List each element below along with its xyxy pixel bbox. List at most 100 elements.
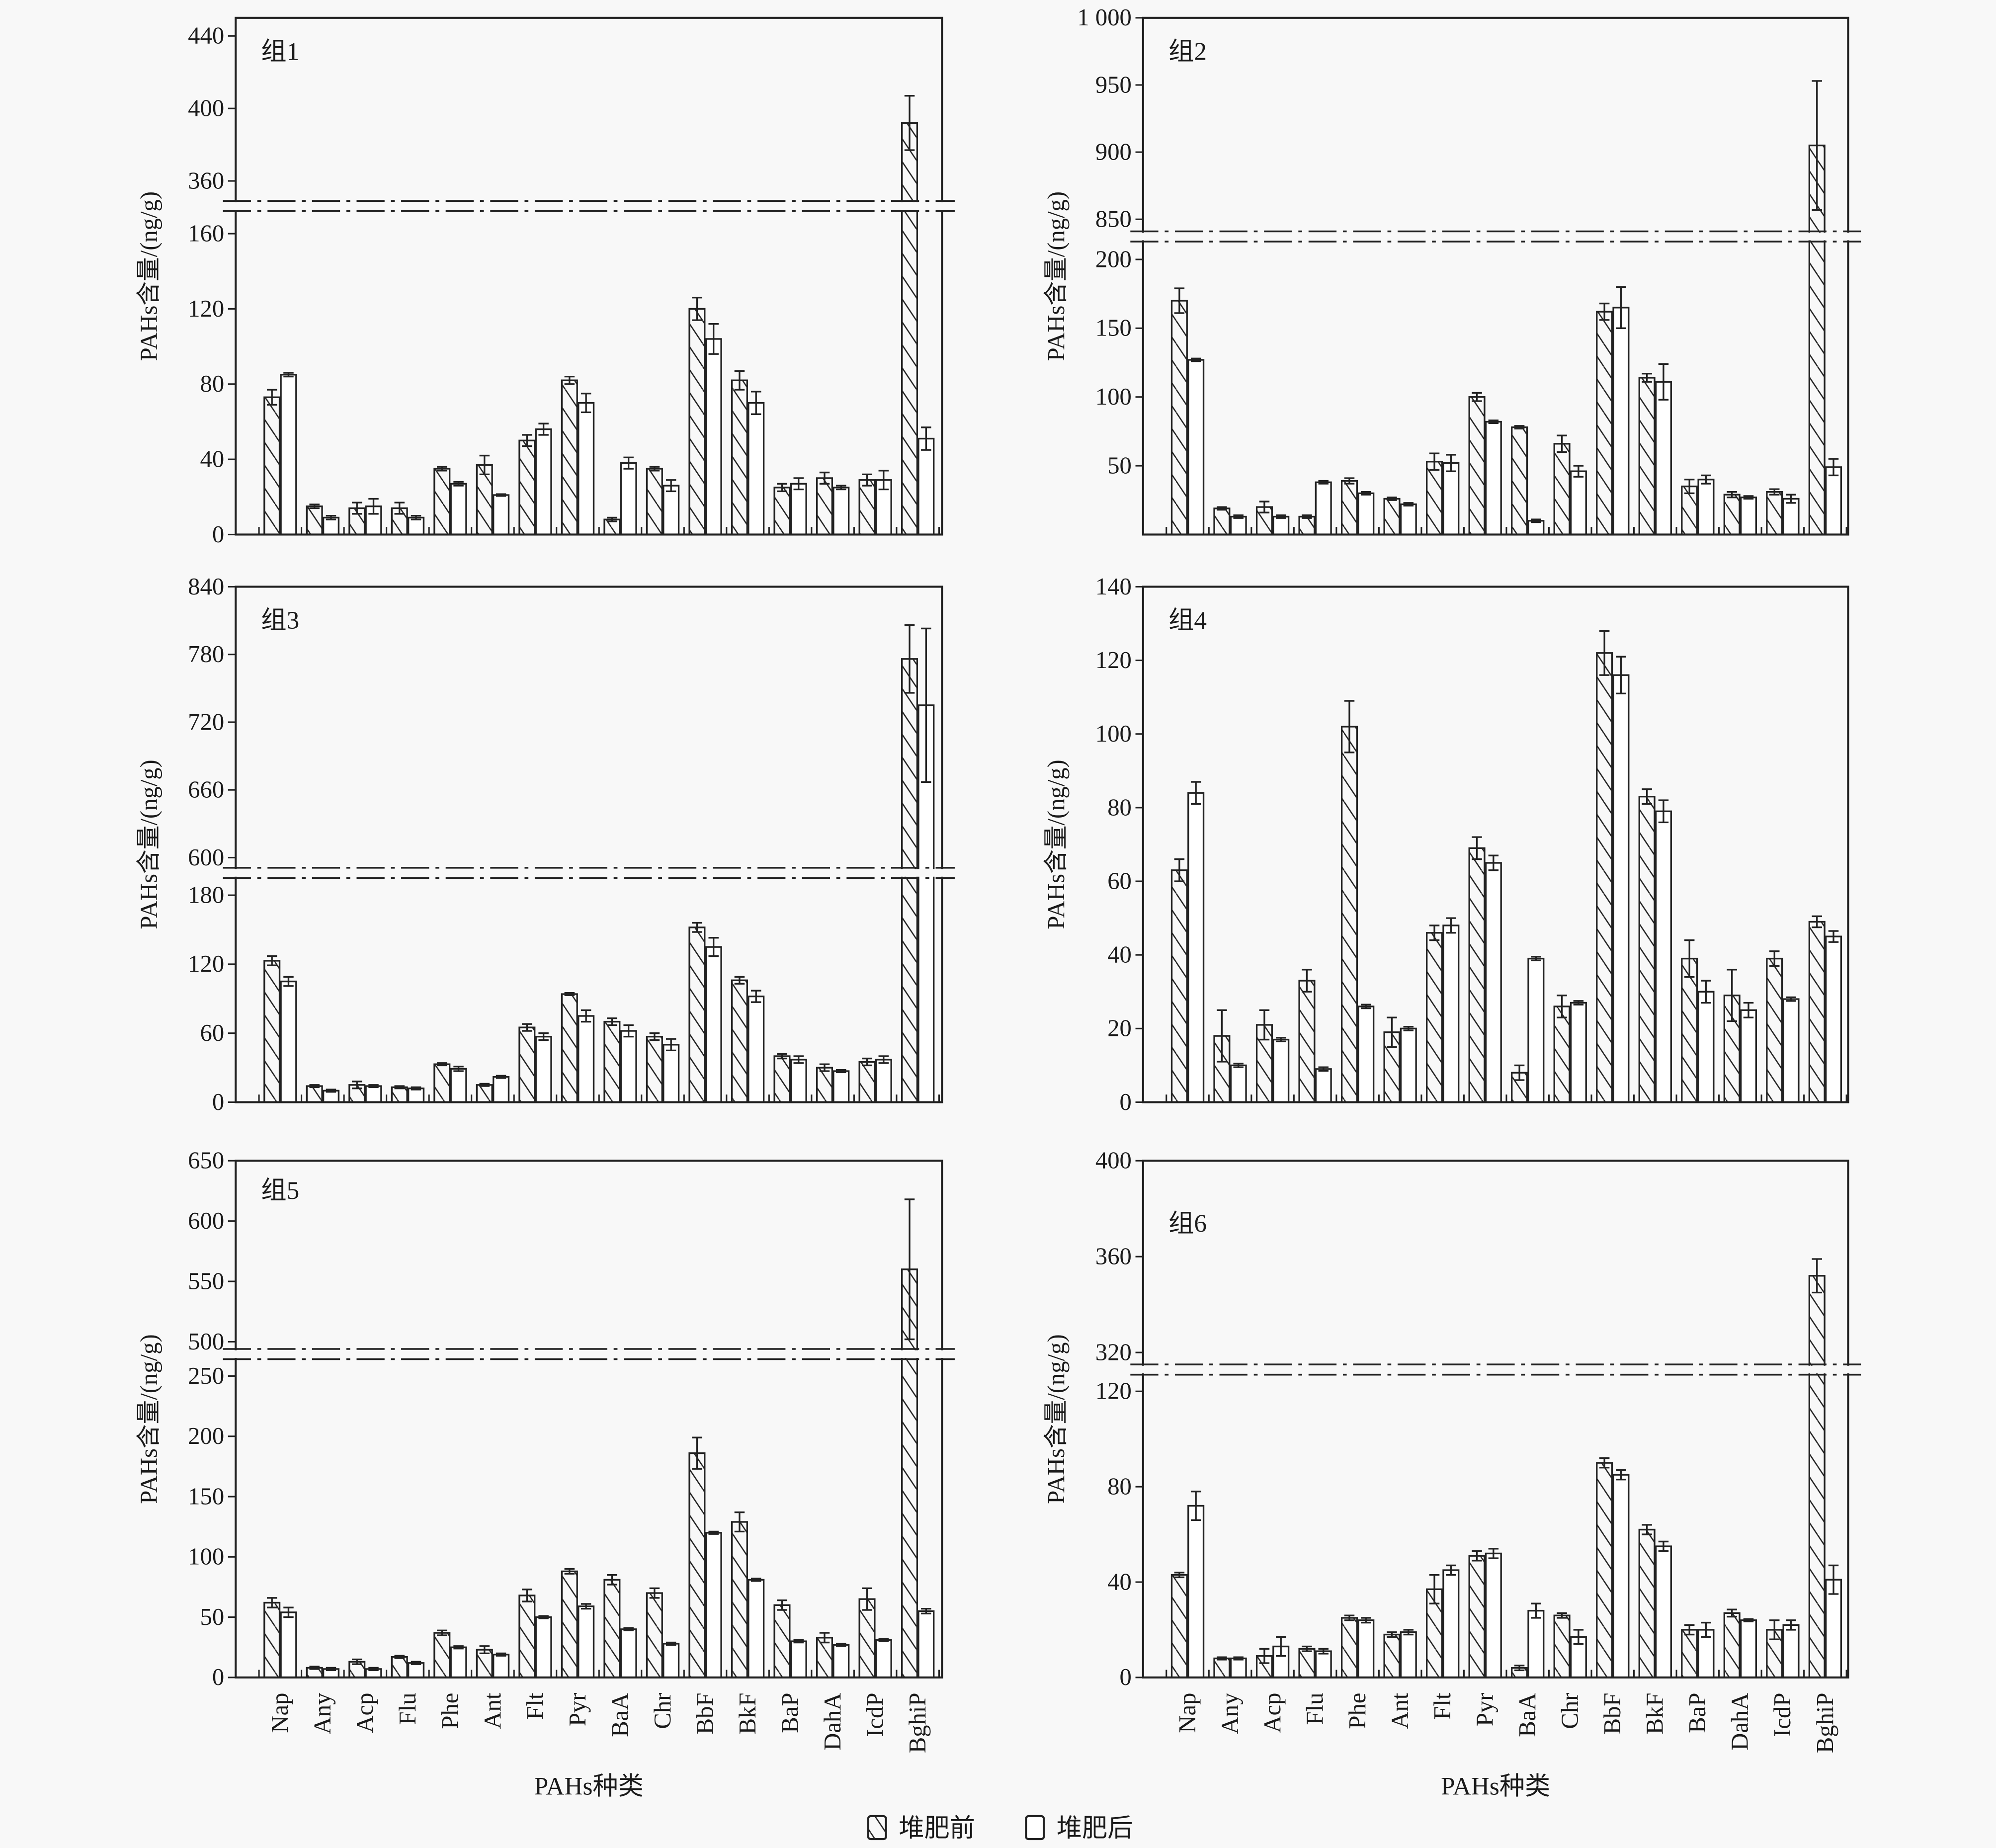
- bar-after-Phe: [1357, 1619, 1375, 1679]
- bar-after-Ant: [1400, 1027, 1417, 1103]
- bar-after-Pyr: [578, 1605, 595, 1679]
- y-axis-label: PAHs含量/(ng/g): [135, 191, 162, 361]
- legend: 堆肥前 堆肥后: [867, 1814, 1133, 1843]
- bar-after-BaA: [1527, 957, 1545, 1103]
- bar-before-Chr: [1553, 1614, 1571, 1679]
- bar-after-Any: [1230, 1657, 1247, 1679]
- bar-after-BkF: [748, 1579, 765, 1679]
- y-tick-label: 120: [1095, 647, 1132, 673]
- x-tick-label: BaP: [1684, 1693, 1711, 1733]
- y-tick-label: 50: [200, 1603, 225, 1630]
- bar-before-Chr: [646, 1592, 663, 1679]
- bar-before-DahA: [1723, 1612, 1741, 1679]
- bar-before-Ant: [1383, 498, 1401, 536]
- bar-after-Flu: [408, 1088, 425, 1103]
- bar-after-Ant: [1400, 1631, 1417, 1679]
- y-tick-label: 0: [1120, 1664, 1132, 1690]
- bar-after-DahA: [832, 1070, 850, 1103]
- bar-after-BaA: [620, 462, 637, 536]
- y-tick-label: 950: [1095, 71, 1132, 98]
- plot-frame: [235, 1160, 943, 1679]
- bar-before-Phe: [1340, 480, 1358, 536]
- bar-after-Phe: [450, 1068, 467, 1103]
- y-tick-label: 140: [1095, 573, 1132, 600]
- bar-after-BkF: [748, 402, 765, 536]
- axis-break-gap: [1130, 233, 1861, 241]
- y-tick-label: 120: [188, 950, 224, 977]
- bar-after-Any: [1230, 515, 1247, 536]
- x-tick-label: Ant: [1387, 1692, 1414, 1729]
- x-tick-label: Any: [1216, 1692, 1243, 1734]
- bar-before-BghiP: [901, 122, 918, 536]
- bar-after-Flt: [535, 1616, 552, 1679]
- bar-after-BaP: [790, 483, 807, 536]
- bar-before-IcdP: [1766, 957, 1783, 1103]
- x-tick-label: Pyr: [564, 1693, 591, 1727]
- y-tick-label: 1 000: [1077, 4, 1131, 31]
- bar-after-Pyr: [578, 1015, 595, 1103]
- bar-before-IcdP: [858, 1598, 876, 1679]
- bar-after-Flt: [1442, 462, 1460, 536]
- bar-before-BaA: [603, 1020, 621, 1103]
- bar-after-BaP: [1697, 479, 1715, 536]
- bar-after-BghiP: [917, 1610, 935, 1679]
- chart-panel-5: 0 50 100 150 200 250 500 550 600 650 组5 PAHs含量/(ng/…: [135, 1147, 955, 1800]
- bar-after-Nap: [1187, 1505, 1205, 1679]
- bar-before-Flu: [391, 1656, 408, 1679]
- bar-before-BkF: [731, 979, 748, 1103]
- y-tick-label: 600: [188, 844, 224, 871]
- y-tick-label: 900: [1095, 138, 1132, 165]
- x-tick-label: BbF: [691, 1693, 718, 1735]
- bar-before-Flt: [518, 439, 536, 536]
- y-tick-label: 100: [1095, 383, 1132, 410]
- x-tick-label: Flu: [394, 1693, 421, 1725]
- bar-before-Pyr: [561, 379, 578, 536]
- bar-after-DahA: [1740, 1619, 1757, 1679]
- y-axis-label: PAHs含量/(ng/g): [135, 759, 162, 929]
- bar-before-BaP: [773, 1604, 791, 1679]
- y-tick-label: 100: [188, 1543, 224, 1570]
- y-tick-label: 650: [188, 1147, 224, 1174]
- x-tick-label: BkF: [1642, 1693, 1668, 1735]
- x-tick-label: BghiP: [904, 1693, 931, 1754]
- x-tick-label: IcdP: [1769, 1693, 1796, 1737]
- x-tick-label: Flt: [1429, 1692, 1456, 1720]
- bar-after-Flu: [1315, 1068, 1332, 1103]
- bar-before-BkF: [1638, 377, 1656, 536]
- bar-before-BkF: [1638, 1528, 1656, 1679]
- panel-title: 组5: [261, 1176, 299, 1205]
- bar-before-Phe: [1340, 1617, 1358, 1679]
- bar-after-IcdP: [1782, 998, 1800, 1103]
- y-tick-label: 60: [200, 1019, 225, 1046]
- bar-after-Ant: [1400, 503, 1417, 536]
- bar-after-Flu: [408, 1662, 425, 1679]
- bar-after-BaA: [1527, 1609, 1545, 1679]
- bar-after-Acp: [1272, 515, 1290, 536]
- x-tick-label: BaA: [606, 1693, 633, 1737]
- x-tick-label: Acp: [351, 1693, 378, 1733]
- bar-after-Any: [1230, 1064, 1247, 1103]
- x-tick-label: Pyr: [1472, 1693, 1498, 1727]
- y-tick-label: 150: [188, 1483, 224, 1510]
- y-tick-label: 120: [188, 295, 224, 322]
- plot-frame: [1142, 586, 1849, 1103]
- bar-after-Nap: [280, 374, 297, 536]
- bar-before-Pyr: [561, 993, 578, 1103]
- bar-after-IcdP: [875, 1639, 892, 1679]
- bar-before-Ant: [476, 464, 493, 536]
- y-tick-label: 80: [1107, 794, 1132, 821]
- bar-after-BbF: [705, 946, 722, 1103]
- panel-title: 组4: [1168, 606, 1207, 635]
- x-tick-label: Chr: [649, 1693, 676, 1729]
- bar-before-Pyr: [561, 1570, 578, 1679]
- y-tick-label: 200: [1095, 246, 1132, 272]
- bar-after-Chr: [663, 1643, 680, 1679]
- y-tick-label: 840: [188, 573, 224, 600]
- bar-after-Ant: [493, 494, 510, 536]
- x-tick-label: DahA: [1727, 1693, 1753, 1751]
- bar-before-BaP: [1681, 1629, 1698, 1679]
- bar-after-IcdP: [875, 1059, 892, 1103]
- y-axis-label: PAHs含量/(ng/g): [1043, 759, 1070, 929]
- bar-before-Flt: [518, 1595, 536, 1679]
